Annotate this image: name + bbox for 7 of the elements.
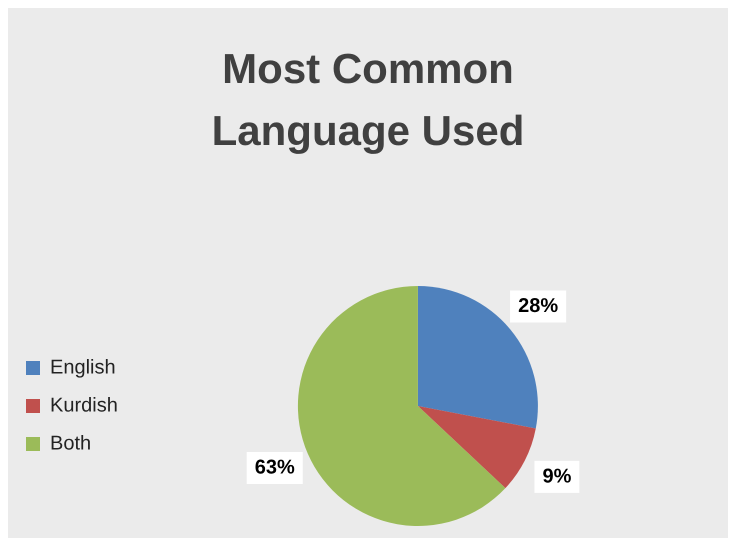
legend-label: Kurdish bbox=[50, 394, 118, 417]
chart-title: Most Common Language Used bbox=[210, 44, 526, 156]
legend-label: Both bbox=[50, 432, 92, 455]
data-label: 9% bbox=[542, 465, 572, 488]
data-label: 28% bbox=[518, 295, 558, 318]
data-label: 63% bbox=[254, 456, 295, 478]
legend-label: English bbox=[50, 356, 116, 379]
